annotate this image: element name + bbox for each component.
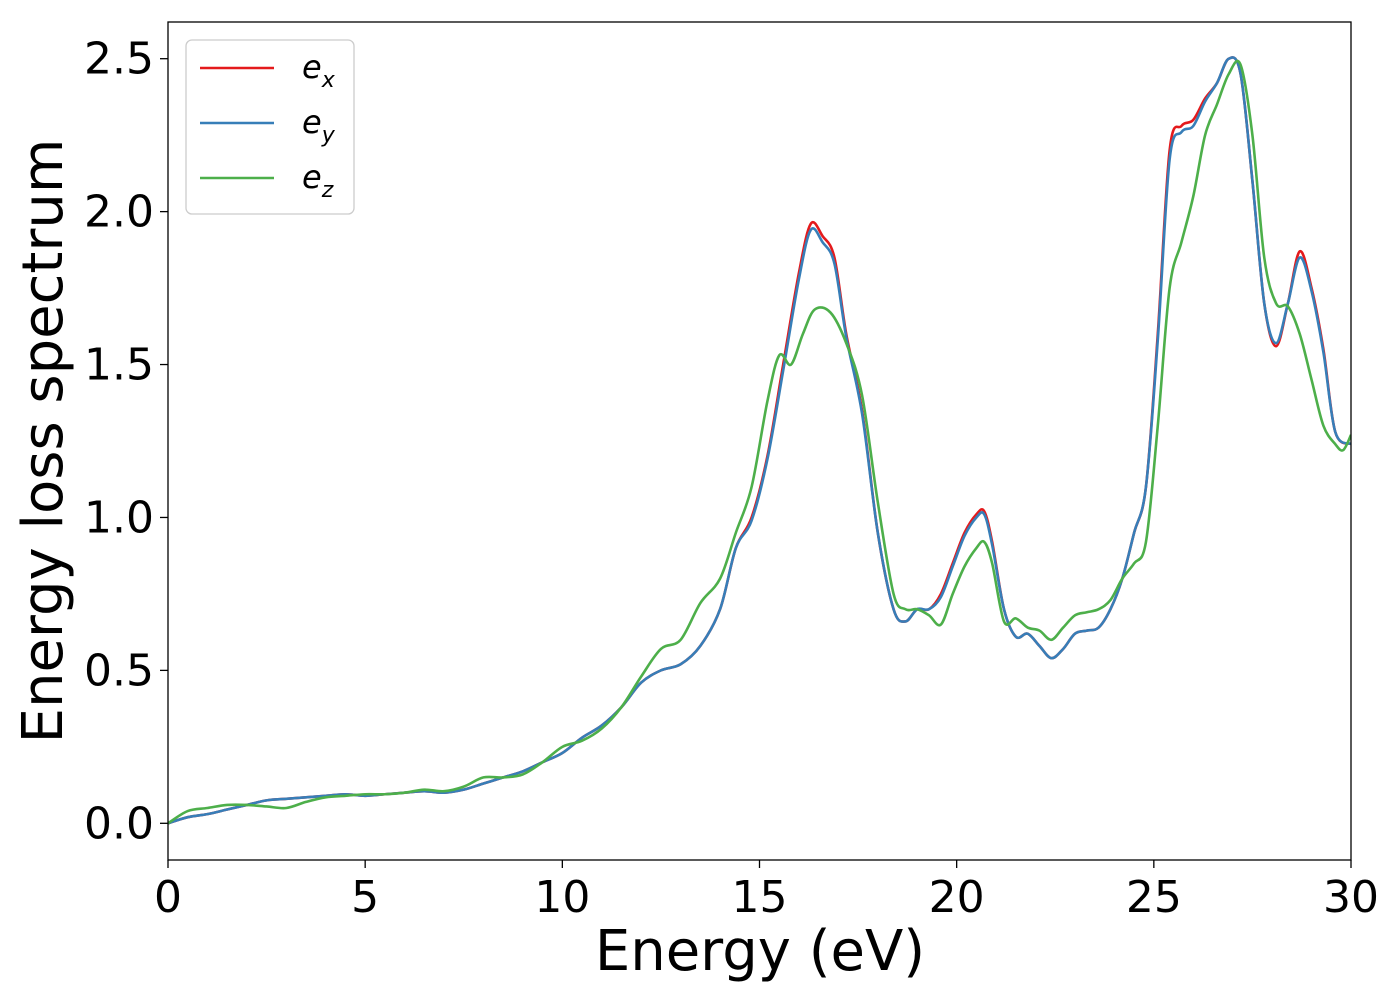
series-layer — [168, 56, 1351, 825]
y-tick-label: 2.0 — [84, 187, 154, 238]
x-axis-label: Energy (eV) — [595, 919, 925, 984]
series-line-z — [168, 59, 1351, 825]
x-tick-label: 10 — [534, 872, 590, 923]
x-ticks: 0 5 10 15 20 25 30 — [154, 860, 1379, 923]
x-tick-label: 15 — [732, 872, 788, 923]
legend-box — [185, 39, 355, 215]
x-tick-label: 20 — [929, 872, 985, 923]
y-tick-label: 2.5 — [84, 34, 154, 85]
y-tick-label: 1.0 — [84, 492, 154, 543]
y-axis-label: Energy loss spectrum — [11, 139, 76, 744]
x-tick-label: 25 — [1126, 872, 1182, 923]
y-tick-label: 1.5 — [84, 340, 154, 391]
series-line-y — [168, 56, 1351, 825]
x-tick-label: 30 — [1323, 872, 1379, 923]
y-tick-label: 0.5 — [84, 645, 154, 696]
x-tick-label: 5 — [351, 872, 379, 923]
y-ticks: 0.0 0.5 1.0 1.5 2.0 2.5 — [84, 34, 168, 849]
y-tick-label: 0.0 — [84, 798, 154, 849]
x-tick-label: 0 — [154, 872, 182, 923]
